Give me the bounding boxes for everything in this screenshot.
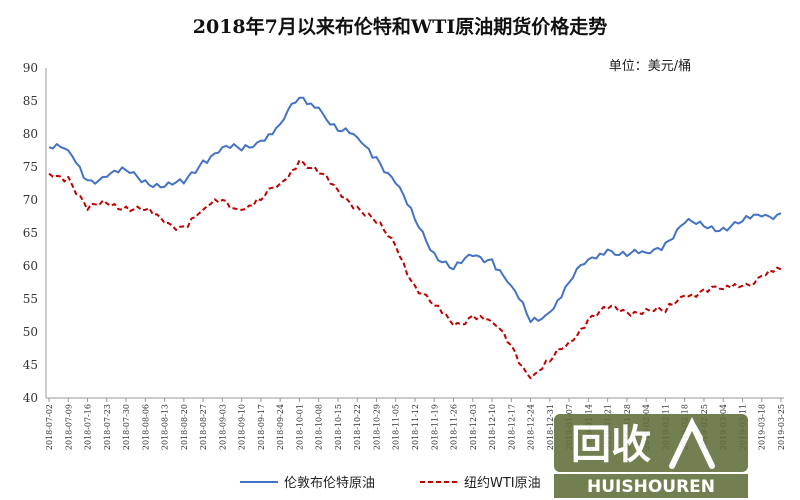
y-tick-label: 40 [23, 391, 38, 405]
chart-title: 2018年7月以来布伦特和WTI原油期货价格走势 [193, 15, 607, 38]
x-tick-label: 2018-10-08 [315, 404, 324, 450]
x-tick-label: 2018-10-22 [353, 404, 362, 450]
y-tick-label: 60 [23, 259, 38, 273]
x-tick-label: 2018-10-01 [295, 404, 304, 450]
y-axis-ticks: 40 45 50 55 60 65 70 75 80 85 90 [23, 61, 38, 405]
series-layer [48, 96, 782, 380]
x-tick-label: 2018-08-13 [161, 404, 170, 450]
y-tick-label: 80 [23, 127, 38, 141]
x-tick-label: 2018-08-06 [141, 404, 150, 450]
x-tick-label: 2018-12-17 [507, 404, 516, 450]
y-tick-label: 65 [23, 226, 38, 240]
watermark-badge [554, 414, 748, 472]
x-tick-label: 2018-08-20 [180, 404, 189, 450]
x-tick-label: 2019-03-25 [777, 404, 786, 450]
x-tick-label: 2018-11-19 [430, 404, 439, 450]
legend: 伦敦布伦特原油 纽约WTI原油 [240, 475, 541, 491]
x-tick-label: 2019-03-18 [758, 404, 767, 450]
unit-label: 单位：美元/桶 [609, 59, 691, 74]
watermark-bottom-bar [554, 474, 748, 498]
x-tick-label: 2018-10-15 [334, 404, 343, 450]
x-tick-label: 2018-12-31 [546, 404, 555, 450]
legend-label-0: 伦敦布伦特原油 [284, 475, 375, 491]
x-tick-label: 2018-07-09 [64, 404, 73, 450]
y-tick-label: 55 [23, 292, 38, 306]
watermark-logo-text: 回收 [571, 422, 651, 468]
series-line-1 [48, 159, 782, 380]
watermark-latin-text: HUISHOUREN [587, 477, 715, 497]
y-tick-label: 90 [23, 61, 38, 75]
x-tick-label: 2018-08-27 [199, 404, 208, 450]
y-tick-label: 75 [23, 160, 38, 174]
series-line-0 [48, 96, 782, 324]
watermark-person-icon [669, 417, 715, 469]
watermark-logo: 回收 HUISHOUREN [554, 414, 748, 498]
legend-label-1: 纽约WTI原油 [464, 476, 541, 491]
x-tick-label: 2018-09-24 [276, 404, 285, 450]
x-tick-label: 2018-07-16 [84, 404, 93, 450]
x-tick-label: 2018-09-10 [238, 404, 247, 450]
x-tick-label: 2018-07-30 [122, 404, 131, 450]
x-tick-label: 2018-07-23 [103, 404, 112, 450]
axes [45, 68, 784, 399]
x-tick-label: 2018-11-12 [411, 404, 420, 450]
x-tick-label: 2018-11-05 [392, 404, 401, 450]
x-tick-label: 2018-12-10 [488, 404, 497, 450]
x-tick-label: 2018-12-24 [527, 404, 536, 450]
y-tick-label: 50 [23, 325, 38, 339]
y-tick-label: 45 [23, 358, 38, 372]
x-tick-label: 2018-09-17 [257, 404, 266, 450]
x-tick-label: 2018-07-02 [45, 404, 54, 450]
y-tick-label: 85 [23, 94, 38, 108]
x-tick-label: 2018-12-03 [469, 404, 478, 450]
x-tick-label: 2018-09-03 [218, 404, 227, 450]
x-tick-label: 2018-10-29 [372, 404, 381, 450]
y-tick-label: 70 [23, 193, 38, 207]
x-tick-label: 2018-11-26 [450, 404, 459, 450]
